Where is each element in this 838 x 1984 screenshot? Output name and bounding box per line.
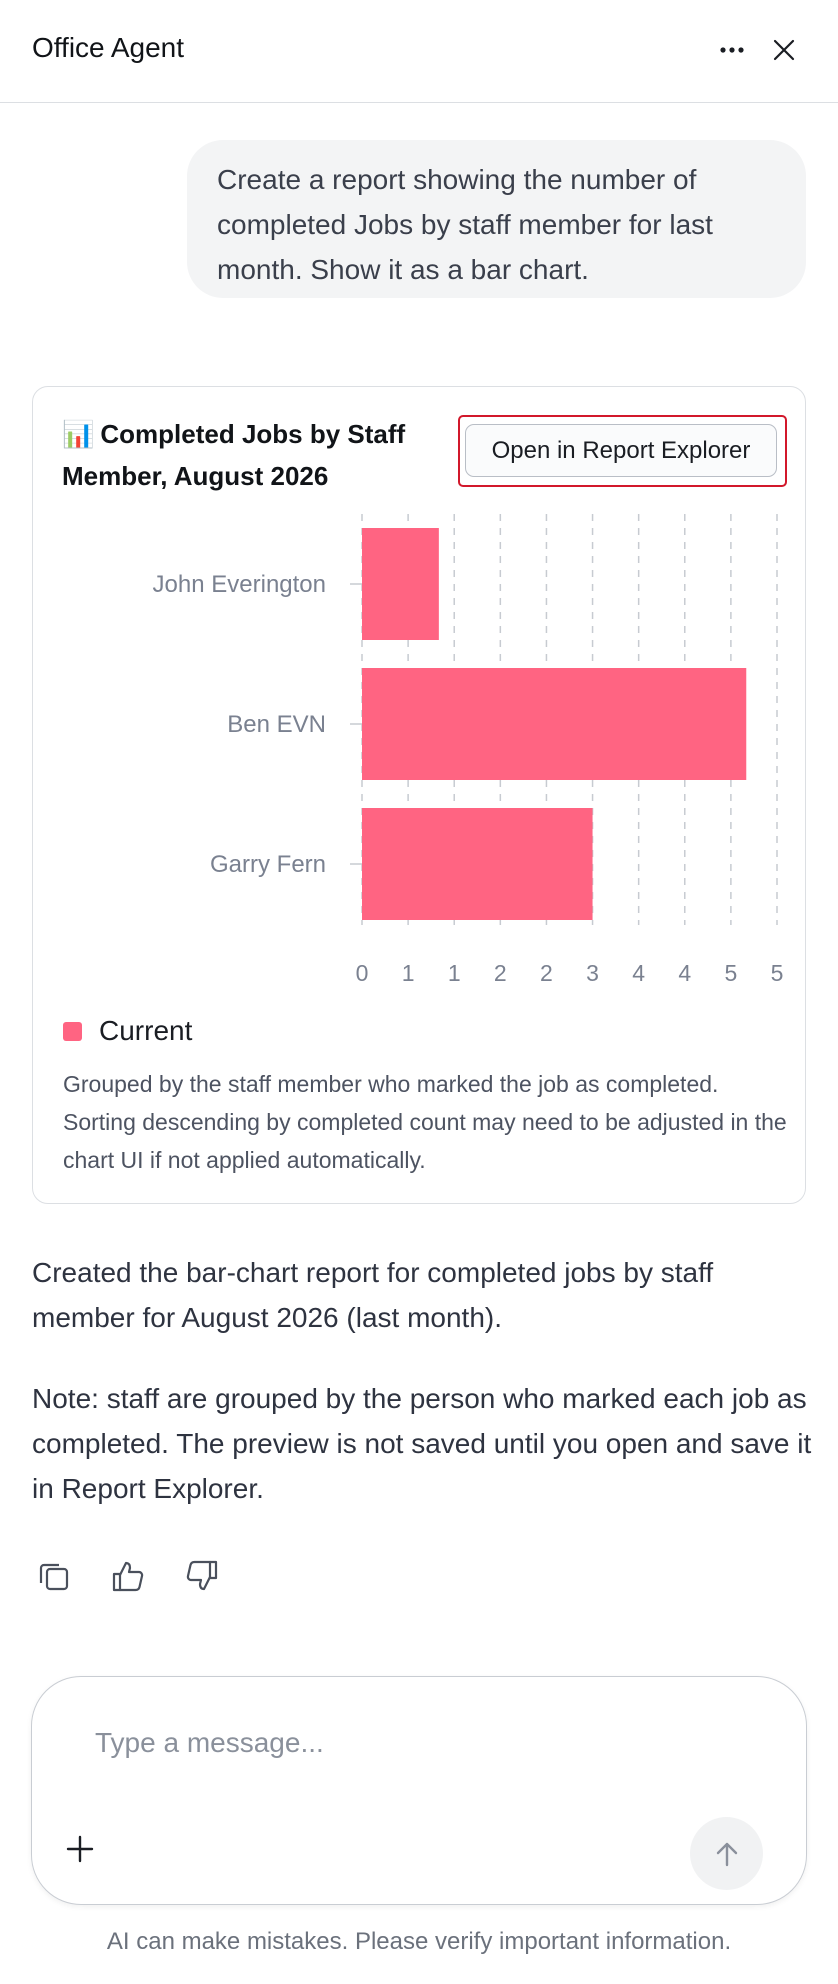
open-in-report-explorer-button[interactable]: Open in Report Explorer	[465, 424, 777, 477]
x-tick-label: 1	[448, 960, 461, 986]
report-title-text: Completed Jobs by Staff Member, August 2…	[62, 419, 406, 491]
x-tick-label: 3	[586, 960, 599, 986]
close-button[interactable]	[764, 30, 804, 70]
report-preview-card: 📊 Completed Jobs by Staff Member, August …	[32, 386, 806, 1204]
more-horizontal-icon	[720, 47, 744, 53]
panel-header: Office Agent	[0, 0, 838, 103]
x-tick-label: 4	[632, 960, 645, 986]
x-tick-label: 2	[494, 960, 507, 986]
add-attachment-button[interactable]	[60, 1829, 100, 1869]
bar-chart: 0 1 1 2 2 3 4 4 5 5 John Everington Ben EVN Garry Fe…	[153, 514, 784, 986]
panel-title: Office Agent	[32, 32, 185, 63]
x-tick-label: 1	[402, 960, 415, 986]
x-tick-label: 5	[724, 960, 737, 986]
copy-button[interactable]	[36, 1558, 72, 1594]
send-button[interactable]	[690, 1817, 763, 1890]
assistant-message-note: Note: staff are grouped by the person wh…	[32, 1383, 812, 1504]
copy-icon	[39, 1563, 69, 1591]
like-button[interactable]	[110, 1558, 146, 1594]
close-icon	[773, 39, 795, 61]
y-category-label: John Everington	[153, 571, 326, 598]
arrow-up-icon	[716, 1842, 737, 1866]
x-tick-label: 2	[540, 960, 553, 986]
more-options-button[interactable]	[712, 30, 752, 70]
y-category-label: Garry Fern	[210, 851, 326, 878]
message-composer	[31, 1676, 807, 1905]
chart-bar	[362, 808, 593, 920]
legend-label: Current	[99, 1015, 193, 1046]
chart-bar	[362, 528, 439, 640]
bar-chart-icon: 📊	[62, 419, 95, 449]
message-input[interactable]	[95, 1727, 715, 1759]
message-actions	[36, 1558, 220, 1594]
thumbs-down-icon	[186, 1560, 218, 1591]
x-tick-label: 4	[678, 960, 691, 986]
chart-bar	[362, 668, 747, 780]
report-title: 📊 Completed Jobs by Staff Member, August …	[62, 413, 432, 497]
open-report-explorer-highlight: Open in Report Explorer	[458, 415, 787, 487]
thumbs-up-icon	[112, 1561, 144, 1592]
report-note: Grouped by the staff member who marked t…	[63, 1071, 787, 1173]
ai-disclaimer: AI can make mistakes. Please verify impo…	[106, 1928, 732, 1955]
legend-swatch	[63, 1021, 82, 1041]
x-tick-label: 5	[771, 960, 784, 986]
assistant-message-paragraph: Created the bar-chart report for complet…	[32, 1257, 714, 1333]
y-category-label: Ben EVN	[227, 711, 326, 738]
dislike-button[interactable]	[184, 1558, 220, 1594]
plus-icon	[66, 1835, 94, 1863]
user-message-bubble: Create a report showing the number of co…	[187, 140, 806, 298]
x-tick-label: 0	[356, 960, 369, 986]
chart-legend: Current	[63, 1015, 192, 1047]
